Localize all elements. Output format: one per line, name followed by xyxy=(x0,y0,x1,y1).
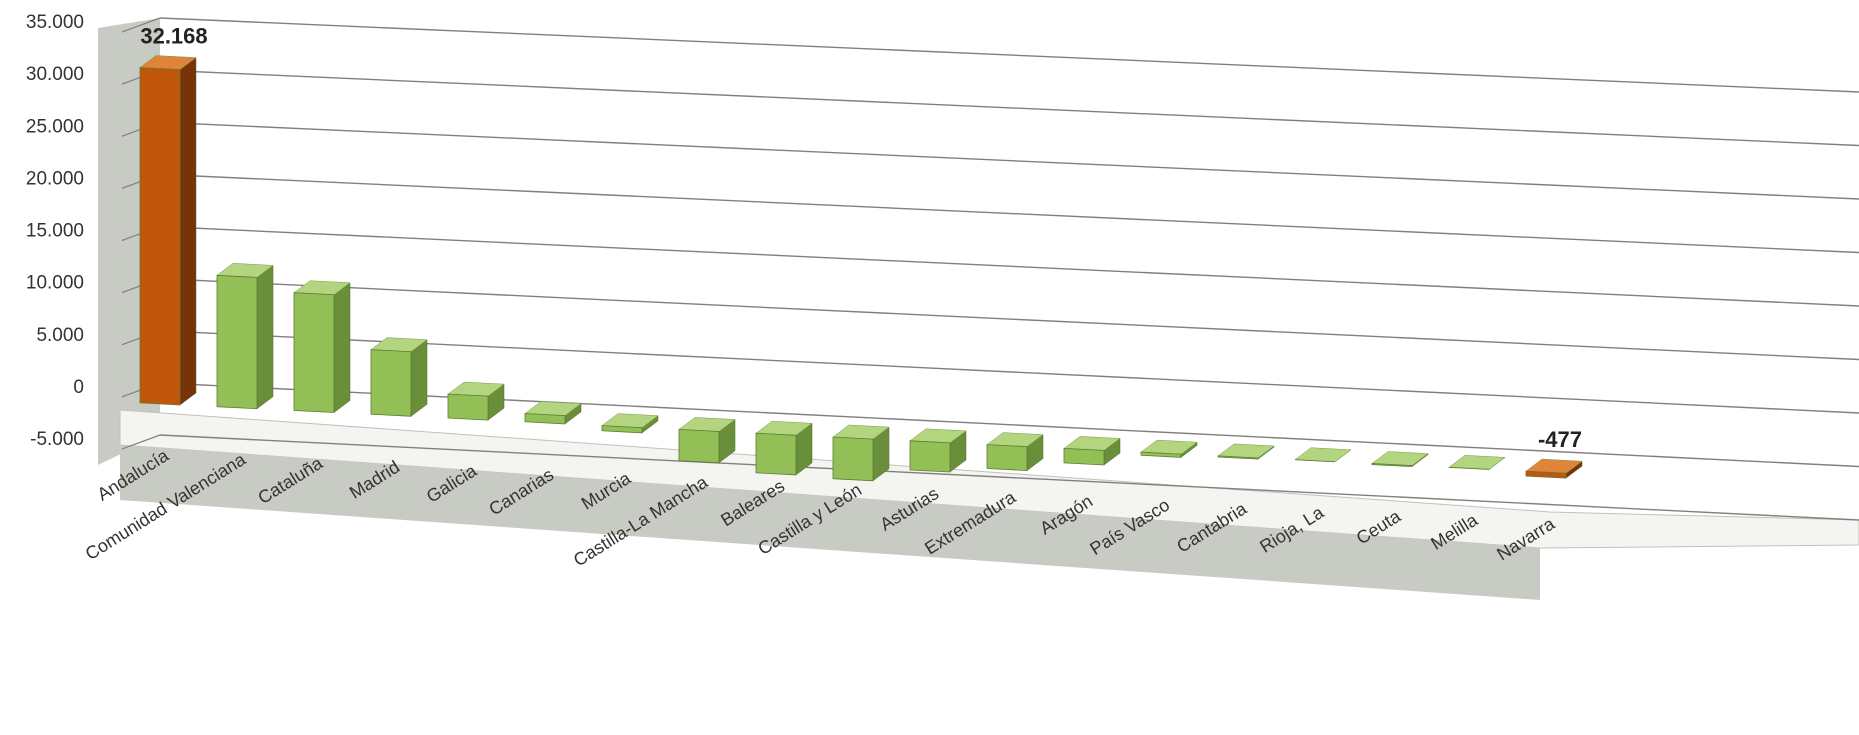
y-tick-label: 10.000 xyxy=(26,273,84,294)
bar-rioja-la xyxy=(1294,447,1352,463)
bar-top xyxy=(1140,439,1198,455)
bar-front xyxy=(1063,447,1105,466)
bar-top xyxy=(1448,455,1506,470)
gridline xyxy=(159,173,1859,254)
gridline xyxy=(159,382,1859,468)
gridline xyxy=(159,121,1859,200)
bar-side xyxy=(179,57,197,406)
bar-side xyxy=(256,264,274,410)
bar-madrid xyxy=(370,337,428,417)
gridline xyxy=(159,434,1859,521)
bar-front xyxy=(293,292,335,413)
bar-melilla xyxy=(1448,455,1506,470)
bar-top xyxy=(1217,443,1275,459)
bar-murcia xyxy=(601,413,659,434)
bar-front xyxy=(755,432,797,476)
bar-front xyxy=(1371,463,1413,468)
bar-castilla-la-mancha xyxy=(678,417,736,464)
bar-baleares xyxy=(755,420,813,476)
floor-front xyxy=(120,445,1540,600)
y-tick-label: 15.000 xyxy=(26,221,84,242)
bar-andaluc-a xyxy=(139,55,197,406)
bar-castilla-y-le-n xyxy=(832,424,890,482)
bar-catalu-a xyxy=(293,280,351,413)
bar-front xyxy=(601,425,643,434)
bar-front xyxy=(1140,451,1182,458)
y-tick-label: 35.000 xyxy=(26,12,84,33)
bar-front xyxy=(524,413,566,425)
bar-navarra xyxy=(1525,458,1583,479)
bar-canarias xyxy=(524,401,582,425)
y-tick-label: -5.000 xyxy=(30,429,84,450)
bar-front xyxy=(1217,455,1259,460)
bar-pa-s-vasco xyxy=(1140,439,1198,458)
bar-top xyxy=(1294,447,1352,463)
bar-side xyxy=(410,339,428,417)
data-label: 32.168 xyxy=(140,24,207,49)
bar-arag-n xyxy=(1063,436,1121,466)
bar-extremadura xyxy=(986,432,1044,472)
bar-front xyxy=(216,274,258,410)
bar-front xyxy=(1525,470,1567,479)
gridline-side xyxy=(121,434,161,450)
gridline xyxy=(159,69,1859,147)
bar-front xyxy=(986,444,1028,472)
bar-front xyxy=(909,440,951,473)
gridline xyxy=(159,225,1859,307)
gridline-side xyxy=(121,17,161,33)
bar-side xyxy=(333,282,351,413)
bar-top xyxy=(1371,451,1429,466)
bar-asturias xyxy=(909,428,967,473)
gridline xyxy=(159,17,1859,93)
gridline xyxy=(159,330,1859,414)
y-tick-label: 25.000 xyxy=(26,116,84,137)
bar-front xyxy=(370,349,412,417)
bar-cantabria xyxy=(1217,443,1275,460)
bar-front xyxy=(447,393,489,421)
bar-front xyxy=(1294,459,1336,463)
y-tick-label: 0 xyxy=(73,377,84,398)
bar-front xyxy=(1448,466,1490,470)
gridline xyxy=(159,277,1859,361)
data-label: -477 xyxy=(1538,427,1582,452)
y-tick-label: 30.000 xyxy=(26,64,84,85)
bar-ceuta xyxy=(1371,451,1429,468)
bar-galicia xyxy=(447,381,505,421)
bar-front xyxy=(832,436,874,482)
bar-front xyxy=(139,67,181,406)
bar-front xyxy=(678,428,720,464)
y-tick-label: 20.000 xyxy=(26,168,84,189)
y-tick-label: 5.000 xyxy=(36,325,84,346)
bar-comunidad-valenciana xyxy=(216,263,274,410)
